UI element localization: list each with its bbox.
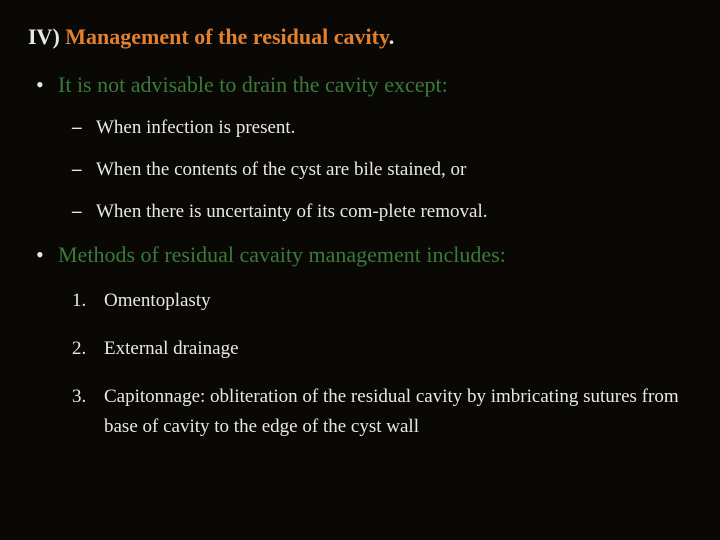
bullet-text: Methods of residual cavaity management i… (58, 242, 506, 268)
numbered-text: External drainage (104, 334, 239, 364)
dash-item: – When infection is present. (72, 116, 692, 140)
dash-text: When infection is present. (96, 116, 295, 140)
slide-title: IV) Management of the residual cavity. (28, 24, 692, 50)
title-main: Management of the residual cavity (65, 24, 388, 49)
title-suffix: . (389, 24, 395, 49)
dash-text: When there is uncertainty of its com-ple… (96, 200, 487, 224)
number-marker: 2. (72, 334, 104, 364)
dash-item: – When there is uncertainty of its com-p… (72, 200, 692, 224)
title-prefix: IV) (28, 24, 65, 49)
number-marker: 3. (72, 382, 104, 442)
dash-item: – When the contents of the cyst are bile… (72, 158, 692, 182)
bullet-marker: • (36, 242, 58, 268)
bullet-item: • It is not advisable to drain the cavit… (36, 72, 692, 98)
numbered-item: 1. Omentoplasty (72, 286, 692, 316)
numbered-text: Omentoplasty (104, 286, 211, 316)
number-marker: 1. (72, 286, 104, 316)
dash-text: When the contents of the cyst are bile s… (96, 158, 466, 182)
dash-marker: – (72, 116, 96, 140)
numbered-text: Capitonnage: obliteration of the residua… (104, 382, 692, 442)
dash-list: – When infection is present. – When the … (28, 116, 692, 224)
bullet-marker: • (36, 72, 58, 98)
numbered-item: 2. External drainage (72, 334, 692, 364)
bullet-item: • Methods of residual cavaity management… (36, 242, 692, 268)
dash-marker: – (72, 200, 96, 224)
bullet-text: It is not advisable to drain the cavity … (58, 72, 448, 98)
numbered-list: 1. Omentoplasty 2. External drainage 3. … (28, 286, 692, 442)
numbered-item: 3. Capitonnage: obliteration of the resi… (72, 382, 692, 442)
dash-marker: – (72, 158, 96, 182)
